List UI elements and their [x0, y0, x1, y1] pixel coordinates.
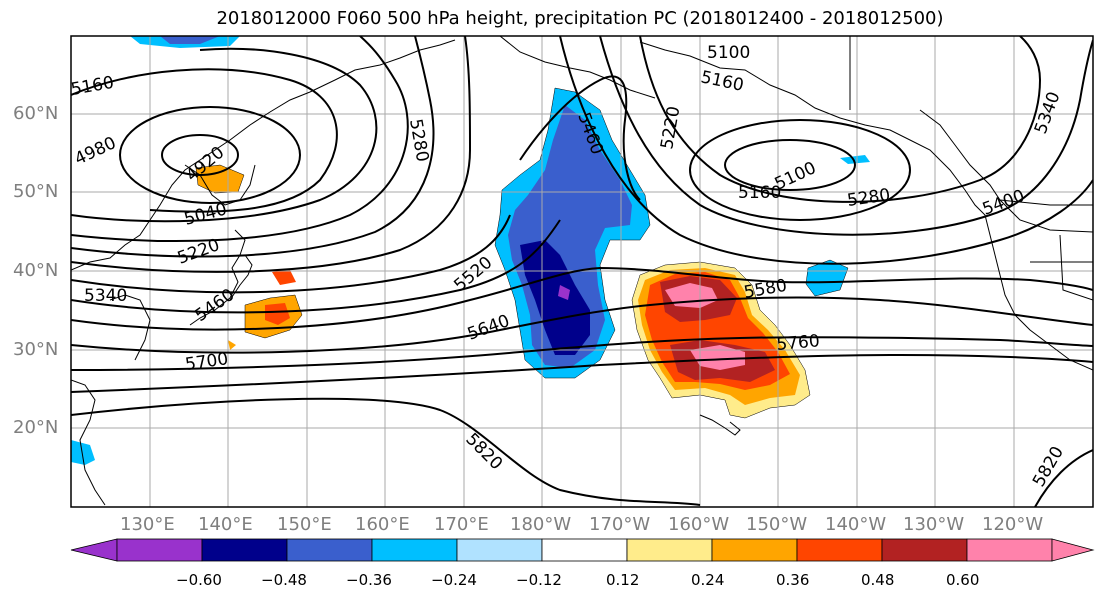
contour-label: 5040: [182, 199, 229, 230]
contour-label: 5760: [776, 331, 821, 355]
contour-label: 5100: [707, 43, 750, 63]
colorbar-tick-label: −0.48: [261, 571, 307, 589]
precip-pos-small: [228, 340, 236, 350]
lon-label: 140°E: [198, 514, 253, 535]
colorbar-tick-label: −0.60: [176, 571, 222, 589]
contour-5100: [71, 47, 378, 223]
colorbar-extend-high: [1051, 538, 1095, 562]
colorbar-swatch: [456, 538, 543, 562]
coastlines: [71, 36, 1093, 506]
lon-label: 130°W: [903, 514, 965, 535]
colorbar-swatch: [371, 538, 458, 562]
lat-label: 50°N: [13, 181, 59, 202]
colorbar-tick-label: −0.12: [516, 571, 562, 589]
colorbar-swatch: [881, 538, 968, 562]
lon-label: 170°E: [434, 514, 489, 535]
contour-label: 5280: [405, 117, 432, 163]
lon-label: 130°E: [120, 514, 175, 535]
map-plot-area: 5100 5160 5220 5280 5460 4980 4920 5040 …: [69, 36, 1093, 507]
contour-5220: [71, 36, 435, 258]
contour-5820-east: [1034, 449, 1093, 507]
lon-label: 170°W: [589, 514, 651, 535]
precip-pos-060b: [690, 345, 745, 370]
contour-5640: [71, 296, 1093, 354]
colorbar-swatch: [201, 538, 288, 562]
contour-label: 5160: [69, 73, 115, 100]
colorbar: [70, 538, 1095, 562]
contour-5460: [519, 75, 641, 201]
colorbar-tick-label: 0.48: [861, 571, 895, 589]
colorbar-swatch: [711, 538, 798, 562]
contour-label: 5160: [699, 67, 745, 96]
contour-5160: [71, 36, 409, 242]
lon-label: 120°W: [982, 514, 1044, 535]
lon-label: 180°W: [510, 514, 572, 535]
contour-5340: [71, 214, 511, 294]
contour-label: 5400: [980, 186, 1027, 220]
contour-label: 5220: [657, 105, 684, 151]
lon-label: 140°W: [825, 514, 887, 535]
contour-5220-east: [639, 36, 1042, 203]
contour-5040: [71, 68, 338, 213]
contour-label: 5820: [1029, 443, 1068, 490]
colorbar-swatch: [796, 538, 883, 562]
lon-label: 160°E: [355, 514, 410, 535]
precip-neg-east: [805, 259, 849, 297]
colorbar-swatch: [286, 538, 373, 562]
contour-5280-east: [599, 36, 1093, 236]
colorbar-tick-label: 0.60: [946, 571, 980, 589]
contour-5820: [71, 397, 701, 506]
contour-5340-east: [559, 36, 1093, 265]
contour-label: 5280: [846, 185, 892, 211]
colorbar-tick-label: 0.12: [606, 571, 640, 589]
height-contours: [71, 36, 1093, 507]
precip-neg-small: [840, 155, 870, 164]
precip-neg-west: [71, 440, 95, 465]
precip-neg-060: [558, 285, 570, 300]
colorbar-extend-low: [70, 538, 118, 562]
contour-label: 4980: [72, 133, 120, 169]
contour-5520: [71, 266, 1093, 331]
precip-pos-japan2: [265, 303, 290, 325]
contour-5100-east: [689, 119, 911, 221]
contour-label: 5340: [84, 286, 127, 306]
contour-4920: [161, 134, 239, 176]
contour-label: 5640: [465, 311, 512, 345]
lat-label: 60°N: [13, 103, 59, 124]
lat-label: 30°N: [13, 339, 59, 360]
contour-label: 5160: [738, 183, 781, 203]
contour-5700: [71, 336, 1093, 371]
colorbar-swatch: [966, 538, 1053, 562]
precip-neg-048: [520, 240, 590, 355]
lat-label: 20°N: [13, 417, 59, 438]
colorbar-tick-label: −0.36: [346, 571, 392, 589]
contour-4980: [119, 106, 301, 204]
precip-pos-japan3: [272, 270, 296, 285]
lon-label: 150°W: [746, 514, 808, 535]
contour-5160-low: [724, 139, 856, 191]
colorbar-tick-label: 0.24: [691, 571, 725, 589]
contour-label: 5520: [450, 253, 496, 296]
lon-label: 150°E: [277, 514, 332, 535]
colorbar-tick-label: 0.36: [776, 571, 810, 589]
lat-label: 40°N: [13, 260, 59, 281]
contour-5760: [71, 353, 1093, 393]
contour-5280: [71, 36, 472, 273]
colorbar-swatch: [541, 538, 628, 562]
colorbar-swatch: [626, 538, 713, 562]
colorbar-swatch: [116, 538, 203, 562]
precip-neg-top2: [160, 36, 220, 44]
contour-5400: [71, 219, 561, 314]
lon-label: 160°W: [668, 514, 730, 535]
map-title: 2018012000 F060 500 hPa height, precipit…: [216, 8, 944, 29]
colorbar-tick-label: −0.24: [431, 571, 477, 589]
map-frame: [70, 35, 1094, 508]
